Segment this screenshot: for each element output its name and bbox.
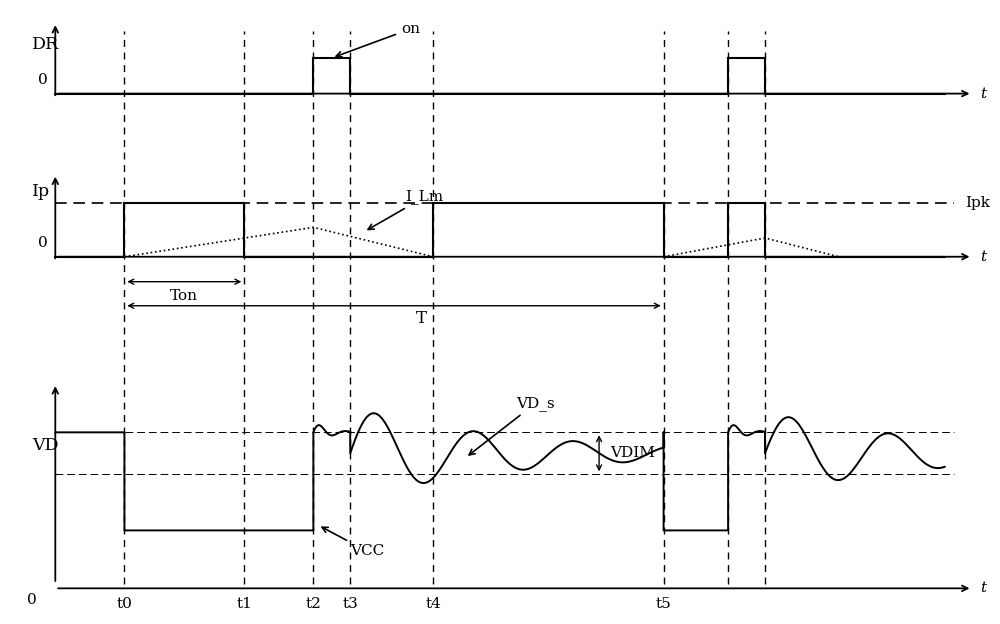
- Text: t5: t5: [656, 597, 671, 612]
- Text: t3: t3: [342, 597, 358, 612]
- Text: 0: 0: [38, 236, 48, 250]
- Text: T: T: [416, 310, 427, 327]
- Text: VD: VD: [32, 437, 59, 454]
- Text: t: t: [980, 250, 986, 264]
- Text: on: on: [336, 22, 420, 57]
- Text: VCC: VCC: [322, 527, 384, 558]
- Text: VD_s: VD_s: [469, 396, 555, 455]
- Text: t2: t2: [305, 597, 321, 612]
- Text: t: t: [980, 87, 986, 100]
- Text: t: t: [980, 582, 986, 595]
- Text: DR: DR: [32, 36, 60, 52]
- Text: t0: t0: [116, 597, 132, 612]
- Text: 0: 0: [27, 593, 37, 607]
- Text: VDIM: VDIM: [610, 446, 655, 461]
- Text: Ton: Ton: [170, 289, 198, 303]
- Text: Ipk: Ipk: [965, 196, 990, 210]
- Text: t4: t4: [425, 597, 441, 612]
- Text: t1: t1: [236, 597, 252, 612]
- Text: 0: 0: [38, 74, 48, 87]
- Text: Ip: Ip: [32, 183, 50, 200]
- Text: I_Lm: I_Lm: [368, 190, 444, 230]
